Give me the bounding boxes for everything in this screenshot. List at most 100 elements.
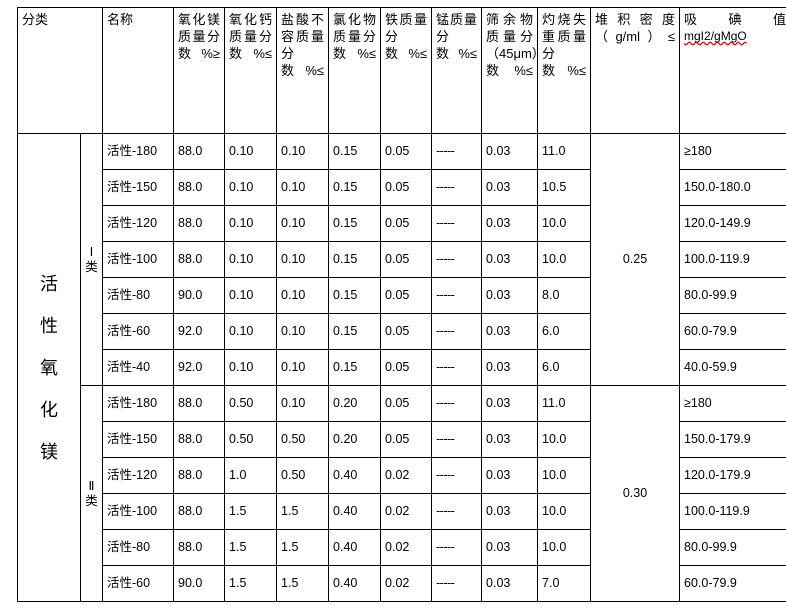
class-roman: Ⅱ [88,478,95,493]
header-cell-density: 堆积密度（g/ml）≤ [590,7,681,134]
cell-iron: 0.05 [380,169,433,206]
cell-cao: 0.10 [224,313,278,350]
cell-loi: 6.0 [537,313,592,350]
cell-manganese: ----- [431,565,483,602]
cell-hcl_insol: 0.10 [276,169,330,206]
cell-loi: 10.0 [537,205,592,242]
product-name-cell: 活性-40 [102,349,175,386]
cell-iodine: 150.0-180.0 [679,169,786,206]
cell-chloride: 0.15 [328,313,382,350]
product-name-cell: 活性-150 [102,421,175,458]
cell-sieve: 0.03 [481,313,539,350]
header-label-chloride: 氯化物质量分数%≤ [333,12,377,61]
header-label-manganese: 锰质量分数%≤ [436,12,478,61]
product-name-cell: 活性-120 [102,205,175,242]
cell-sieve: 0.03 [481,349,539,386]
product-name-cell: 活性-150 [102,169,175,206]
cell-chloride: 0.40 [328,529,382,566]
cell-iron: 0.05 [380,349,433,386]
cell-mgo: 92.0 [173,349,226,386]
table-row: 活性氧化镁 Ⅰ 类活性-180 88.0 0.10 0.10 0.15 0.05 ----- 0.… [17,133,786,602]
specification-table: 分类 名称 氧化镁质量分数%≥ 氧化钙质量分数%≤ 盐酸不容质量分数%≤ 氯化物质量分数%… [16,7,786,602]
cell-chloride: 0.15 [328,241,382,278]
product-name-cell: 活性-180 [102,133,175,170]
cell-chloride: 0.20 [328,421,382,458]
header-cell-name: 名称 [102,7,175,134]
header-cell-hcl_insol: 盐酸不容质量分数%≤ [276,7,330,134]
cell-hcl_insol: 0.10 [276,241,330,278]
cell-sieve: 0.03 [481,457,539,494]
cell-sieve: 0.03 [481,277,539,314]
cell-iodine: 60.0-79.9 [679,313,786,350]
cell-sieve: 0.03 [481,565,539,602]
cell-cao: 0.50 [224,385,278,422]
header-label-density: 堆积密度（g/ml）≤ [595,12,676,44]
cell-chloride: 0.40 [328,493,382,530]
cell-mgo: 88.0 [173,169,226,206]
cell-hcl_insol: 1.5 [276,565,330,602]
cell-loi: 6.0 [537,349,592,386]
table-header-row: 分类 名称 氧化镁质量分数%≥ 氧化钙质量分数%≤ 盐酸不容质量分数%≤ 氯化物质量分数%… [16,7,786,134]
cell-iron: 0.02 [380,565,433,602]
cell-mgo: 88.0 [173,421,226,458]
header-label-cao: 氧化钙质量分数%≤ [229,12,273,61]
cell-sieve: 0.03 [481,493,539,530]
cell-manganese: ----- [431,169,483,206]
cell-sieve: 0.03 [481,529,539,566]
cell-iodine: 120.0-149.9 [679,205,786,242]
product-name-cell: 活性-80 [102,277,175,314]
cell-iron: 0.05 [380,205,433,242]
cell-mgo: 88.0 [173,529,226,566]
cell-chloride: 0.15 [328,133,382,170]
header-cell-iodine: 吸碘值 mgI2/gMgO [679,7,786,134]
cell-sieve: 0.03 [481,169,539,206]
cell-chloride: 0.15 [328,169,382,206]
category-label: 活性氧化镁 [40,273,58,462]
cell-iron: 0.02 [380,493,433,530]
cell-loi: 10.0 [537,421,592,458]
cell-iron: 0.05 [380,313,433,350]
cell-mgo: 88.0 [173,385,226,422]
cell-loi: 10.0 [537,457,592,494]
cell-density: 0.30 [590,385,681,602]
table-row: 活性-60 90.0 1.5 1.5 0.40 0.02 ----- 0.03 7.0 60.0-… [18,565,786,602]
cell-iodine: 150.0-179.9 [679,421,786,458]
header-cell-manganese: 锰质量分数%≤ [431,7,483,134]
header-cell-iron: 铁质量分数%≤ [380,7,433,134]
cell-mgo: 92.0 [173,313,226,350]
cell-manganese: ----- [431,277,483,314]
product-name-cell: 活性-180 [102,385,175,422]
cell-iron: 0.05 [380,133,433,170]
class-suffix: 类 [85,259,98,274]
cell-loi: 10.0 [537,493,592,530]
cell-hcl_insol: 0.50 [276,421,330,458]
cell-iodine: 60.0-79.9 [679,565,786,602]
cell-cao: 0.10 [224,169,278,206]
cell-density: 0.25 [590,133,681,386]
header-cell-mgo: 氧化镁质量分数%≥ [173,7,226,134]
cell-iron: 0.05 [380,385,433,422]
header-cell-cao: 氧化钙质量分数%≤ [224,7,278,134]
product-name-cell: 活性-100 [102,241,175,278]
cell-loi: 10.0 [537,241,592,278]
cell-mgo: 88.0 [173,457,226,494]
cell-hcl_insol: 1.5 [276,529,330,566]
cell-hcl_insol: 0.10 [276,277,330,314]
cell-manganese: ----- [431,205,483,242]
cell-iron: 0.05 [380,277,433,314]
cell-chloride: 0.40 [328,565,382,602]
cell-manganese: ----- [431,529,483,566]
cell-cao: 0.10 [224,241,278,278]
header-label-iodine: 吸碘值 [684,12,786,27]
cell-iodine: ≥180 [679,133,786,170]
cell-sieve: 0.03 [481,205,539,242]
cell-sieve: 0.03 [481,241,539,278]
table-row: 活性-120 88.0 0.10 0.10 0.15 0.05 ----- 0.03 10.0 1… [18,205,786,242]
cell-hcl_insol: 0.10 [276,313,330,350]
cell-manganese: ----- [431,421,483,458]
header-label-name: 名称 [107,12,134,27]
header-cell-category: 分类 [16,7,104,134]
class-suffix: 类 [85,493,98,508]
